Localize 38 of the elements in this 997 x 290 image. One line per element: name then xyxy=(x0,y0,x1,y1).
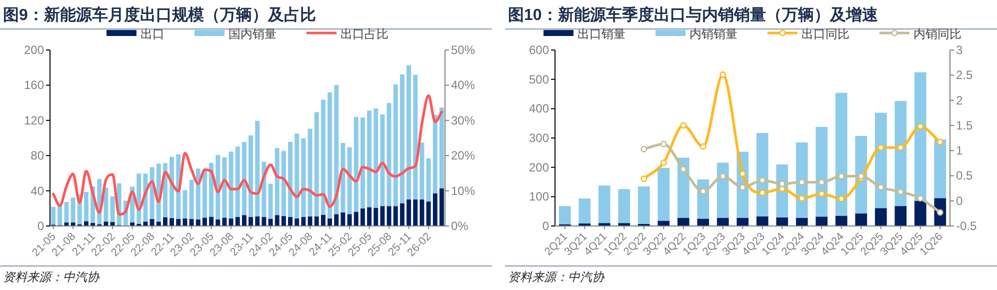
chart-title: 图10：新能源车季度出口与内销销量（万辆）及增速 xyxy=(508,5,879,24)
y2-tick-label: 0.5 xyxy=(956,168,974,183)
y-tick-label: 200 xyxy=(528,160,550,174)
y-tick-label: 0 xyxy=(37,219,44,233)
legend-label: 出口同比 xyxy=(802,27,850,41)
y2-tick-label: 30% xyxy=(451,113,476,128)
text: 资料来源：中汽协 xyxy=(3,270,100,284)
y-tick-label: 500 xyxy=(528,72,550,86)
y-tick-label: 300 xyxy=(528,131,550,145)
text: 资料来源：中汽协 xyxy=(508,270,605,284)
y-tick-label: 200 xyxy=(24,43,44,57)
y2-tick-label: 3 xyxy=(956,43,963,57)
y2-tick-label: 40% xyxy=(451,78,476,92)
y-tick-label: 100 xyxy=(528,190,550,204)
y-tick-label: 120 xyxy=(24,113,44,128)
legend-label: 出口销量 xyxy=(578,27,626,41)
y2-tick-label: 2.5 xyxy=(956,68,974,82)
y2-tick-label: 0 xyxy=(956,194,963,208)
y2-tick-label: 10% xyxy=(451,184,476,198)
legend-label: 国内销量 xyxy=(228,27,276,41)
chart-title: 图9：新能源车月度出口规模（万辆）及占比 xyxy=(3,5,316,24)
y2-tick-label: 2 xyxy=(956,93,963,108)
legend-label: 出口占比 xyxy=(340,27,388,41)
y2-tick-label: 50% xyxy=(451,43,476,57)
legend-label: 出口 xyxy=(140,27,164,41)
y2-tick-label: 1.5 xyxy=(956,118,974,132)
y2-tick-label: 1 xyxy=(956,144,963,158)
y-tick-label: 600 xyxy=(528,43,550,57)
y2-tick-label: 0% xyxy=(451,219,469,233)
legend-label: 内销同比 xyxy=(914,27,962,41)
y-tick-label: 40 xyxy=(30,184,44,198)
y-tick-label: 0 xyxy=(542,219,550,233)
y2-tick-label: 20% xyxy=(451,148,476,163)
legend-label: 内销销量 xyxy=(690,27,738,41)
y-tick-label: 400 xyxy=(528,102,550,116)
y-tick-label: 80 xyxy=(30,148,44,163)
y-tick-label: 160 xyxy=(24,78,44,92)
y2-tick-label: -0.5 xyxy=(956,219,978,233)
